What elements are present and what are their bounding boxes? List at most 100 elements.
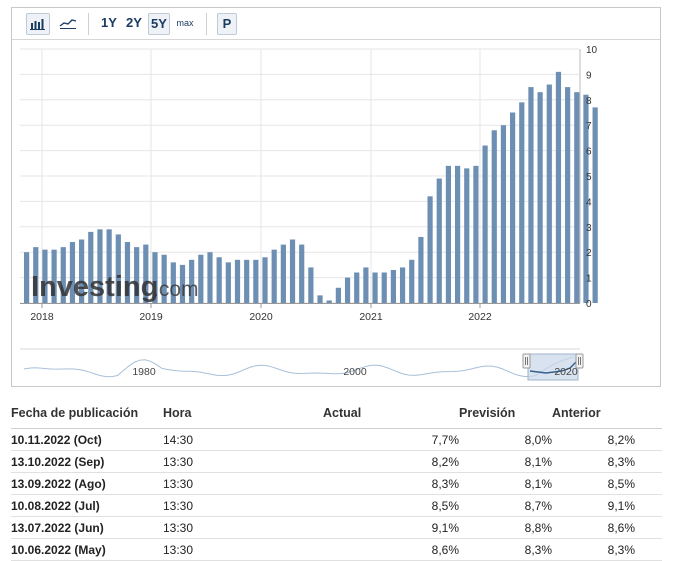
bar: [207, 252, 213, 303]
toolbar-divider: [88, 13, 89, 35]
navigator-handle: [522, 353, 531, 369]
range-2y-button[interactable]: 2Y: [126, 15, 142, 30]
y-tick-label: 5: [586, 172, 592, 183]
navigator[interactable]: 1980 2000 2020: [20, 348, 584, 381]
bar: [436, 178, 442, 303]
y-tick-label: 4: [586, 197, 592, 208]
range-max-button[interactable]: max: [176, 18, 194, 28]
chart-toolbar: 1Y 2Y 5Y max P: [12, 8, 660, 40]
table-row: 13.10.2022 (Sep) 13:30 8,2% 8,1% 8,3%: [11, 450, 662, 473]
bar: [124, 242, 131, 303]
bar: [42, 249, 48, 303]
cell-date: 10.06.2022 (May): [11, 538, 163, 561]
navigator-handle: [575, 353, 584, 369]
navigator-line: [23, 356, 575, 378]
cell-time: 13:30: [163, 494, 323, 517]
bar: [198, 254, 204, 303]
navigator-selection: [527, 353, 579, 381]
bar: [565, 87, 571, 303]
bar: [143, 244, 149, 303]
cell-time: 13:30: [163, 450, 323, 473]
bar: [134, 247, 140, 303]
events-table: Fecha de publicación Hora Actual Previsi…: [11, 404, 662, 561]
x-tick-label: 2019: [139, 311, 163, 323]
p-button[interactable]: P: [217, 13, 237, 35]
bar: [161, 254, 167, 303]
bar: [372, 272, 378, 303]
cell-forecast: 8,1%: [459, 472, 552, 495]
table-header-row: Fecha de publicación Hora Actual Previsi…: [11, 404, 662, 429]
cell-actual: 8,3%: [323, 472, 459, 495]
navigator-selected-line: [529, 359, 579, 374]
cell-forecast: 8,1%: [459, 450, 552, 473]
cell-previous: 8,5%: [552, 472, 635, 495]
bar: [69, 242, 76, 303]
table-row: 10.08.2022 (Jul) 13:30 8,5% 8,7% 9,1%: [11, 494, 662, 517]
y-tick-label: 0: [586, 299, 592, 310]
cell-forecast: 8,3%: [459, 538, 552, 561]
y-tick-label: 7: [586, 121, 592, 132]
cell-previous: 8,3%: [552, 538, 635, 561]
bar-chart: Investing .com 0 1 2 3 4 5 6 7 8 9 10 2018 2019 2020…: [20, 45, 598, 381]
bar: [491, 130, 497, 303]
bar: [317, 295, 323, 303]
bar: [234, 259, 241, 303]
y-tick-label: 6: [586, 147, 592, 158]
bar: [60, 247, 66, 303]
bar: [344, 277, 351, 303]
chart-widget: 1Y 2Y 5Y max P Investing .com 0 1 2 3 4 5 6 7 8 9…: [11, 7, 661, 387]
bar: [216, 257, 222, 303]
range-5y-button[interactable]: 5Y: [148, 13, 170, 35]
bar: [51, 249, 57, 303]
cell-previous: 9,1%: [552, 494, 635, 517]
bar: [79, 239, 85, 303]
y-tick-label: 2: [586, 248, 592, 259]
x-tick-label: 2018: [30, 311, 54, 323]
navigator-tick-label: 2020: [554, 366, 578, 378]
cell-previous: 8,3%: [552, 450, 635, 473]
navigator-tick-label: 1980: [132, 366, 156, 378]
cell-forecast: 8,8%: [459, 516, 552, 539]
table-row: 13.09.2022 (Ago) 13:30 8,3% 8,1% 8,5%: [11, 472, 662, 495]
y-tick-label: 1: [586, 274, 592, 285]
bar: [454, 165, 461, 303]
bar: [24, 252, 30, 303]
cell-actual: 8,2%: [323, 450, 459, 473]
cell-time: 13:30: [163, 516, 323, 539]
bar: [500, 125, 507, 303]
col-header-previous: Anterior: [552, 404, 635, 429]
y-tick-label: 9: [586, 70, 592, 81]
bar-chart-icon[interactable]: [26, 13, 50, 35]
bar: [97, 229, 103, 303]
bar: [289, 239, 296, 303]
cell-date: 13.10.2022 (Sep): [11, 450, 163, 473]
bar: [482, 145, 488, 303]
bar: [335, 287, 341, 303]
bar: [418, 236, 424, 303]
bar: [179, 264, 186, 303]
cell-forecast: 8,0%: [459, 428, 552, 451]
range-1y-button[interactable]: 1Y: [101, 15, 117, 30]
bar: [555, 71, 562, 303]
navigator-tick-label: 2000: [343, 366, 367, 378]
cell-previous: 8,2%: [552, 428, 635, 451]
bar: [115, 234, 121, 303]
bar: [280, 244, 286, 303]
cell-date: 10.11.2022 (Oct): [11, 428, 163, 451]
bar: [299, 244, 305, 303]
line-chart-icon[interactable]: [56, 13, 80, 35]
bar: [574, 92, 580, 304]
bar: [528, 87, 534, 303]
bar: [271, 249, 277, 303]
watermark-text: Investing: [31, 271, 158, 303]
bar: [189, 259, 195, 303]
x-tick-label: 2021: [359, 311, 383, 323]
table-row: 10.11.2022 (Oct) 14:30 7,7% 8,0% 8,2%: [11, 428, 662, 451]
bar: [409, 259, 415, 303]
bar: [537, 92, 543, 304]
cell-time: 13:30: [163, 538, 323, 561]
cell-date: 10.08.2022 (Jul): [11, 494, 163, 517]
table-row: 10.06.2022 (May) 13:30 8,6% 8,3% 8,3%: [11, 538, 662, 561]
bar: [106, 229, 112, 303]
bar: [326, 300, 332, 303]
